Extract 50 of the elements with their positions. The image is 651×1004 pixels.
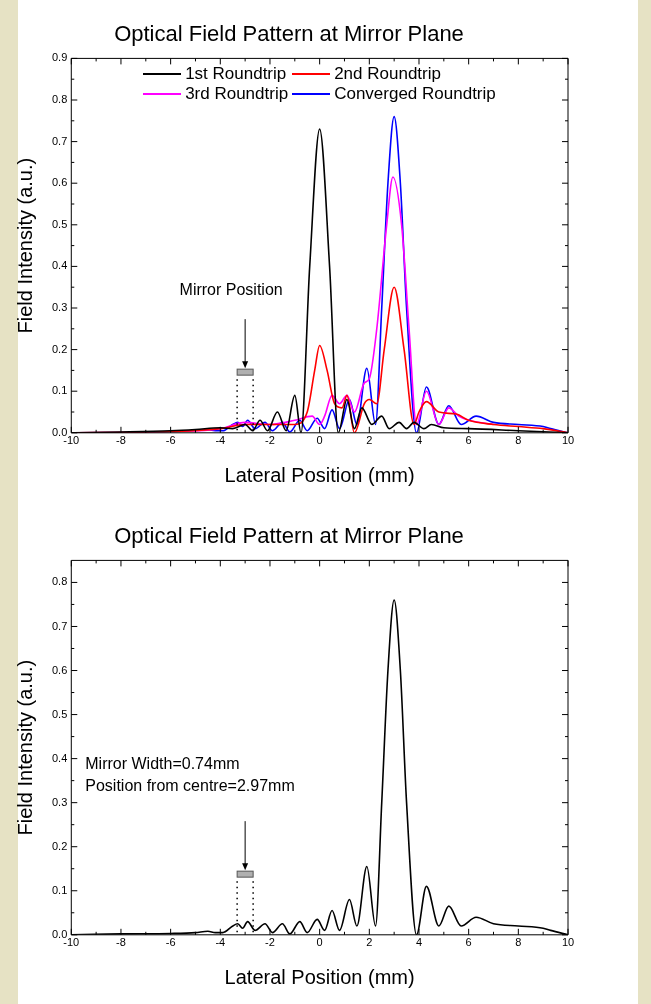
annotation: Mirror Width=0.74mm (85, 755, 240, 773)
legend-label: Converged Roundtrip (334, 84, 496, 105)
y-tick-label: 0.4 (51, 751, 68, 764)
x-tick-label: 10 (561, 434, 575, 447)
x-tick-label: -6 (165, 434, 176, 447)
x-tick-label: -2 (265, 434, 275, 447)
x-tick-label: -4 (215, 434, 226, 447)
y-tick-label: 0.3 (51, 301, 68, 314)
y-tick-label: 0.5 (51, 707, 68, 720)
x-axis-title: Lateral Position (mm) (224, 463, 415, 486)
x-tick-label: 8 (515, 434, 522, 447)
x-tick-label: 6 (465, 434, 472, 447)
y-tick-label: 0.9 (51, 51, 68, 64)
y-tick-label: 0.6 (51, 663, 68, 676)
x-tick-label: 0 (316, 434, 323, 447)
y-tick-label: 0.1 (51, 384, 68, 397)
y-axis-title: Field Intensity (a.u.) (13, 659, 36, 836)
x-tick-label: 2 (366, 434, 373, 447)
x-tick-label: 8 (515, 936, 522, 949)
x-axis-title: Lateral Position (mm) (224, 965, 415, 988)
x-tick-label: -2 (265, 936, 275, 949)
y-tick-label: 0.7 (51, 619, 68, 632)
y-tick-label: 0.2 (51, 839, 68, 852)
y-tick-label: 0.6 (51, 176, 68, 189)
y-axis-title: Field Intensity (a.u.) (13, 157, 36, 334)
y-tick-label: 0.8 (51, 575, 68, 588)
annotation: Mirror Position (179, 281, 283, 299)
y-tick-label: 0.7 (51, 134, 68, 147)
x-tick-label: -4 (215, 936, 226, 949)
legend-label: 2nd Roundtrip (334, 64, 441, 85)
chart-title: Optical Field Pattern at Mirror Plane (114, 21, 464, 47)
annotation: Position from centre=2.97mm (85, 777, 295, 795)
y-tick-label: 0.1 (51, 883, 68, 896)
y-tick-label: 0.5 (51, 217, 68, 230)
x-tick-label: 0 (316, 936, 323, 949)
x-tick-label: -8 (116, 434, 126, 447)
y-tick-label: 0.8 (51, 93, 68, 106)
x-tick-label: 2 (366, 936, 373, 949)
x-tick-label: 10 (561, 936, 575, 949)
chart-title: Optical Field Pattern at Mirror Plane (114, 523, 464, 549)
y-tick-label: 0.3 (51, 795, 68, 808)
y-tick-label: 0.2 (51, 342, 68, 355)
x-tick-label: 4 (415, 434, 423, 447)
legend-label: 3rd Roundtrip (185, 84, 289, 105)
y-tick-label: 0.4 (51, 259, 68, 272)
legend-label: 1st Roundtrip (185, 64, 287, 85)
x-tick-label: 4 (415, 936, 423, 949)
x-tick-label: -8 (116, 936, 126, 949)
x-tick-label: 6 (465, 936, 472, 949)
x-tick-label: -6 (165, 936, 176, 949)
